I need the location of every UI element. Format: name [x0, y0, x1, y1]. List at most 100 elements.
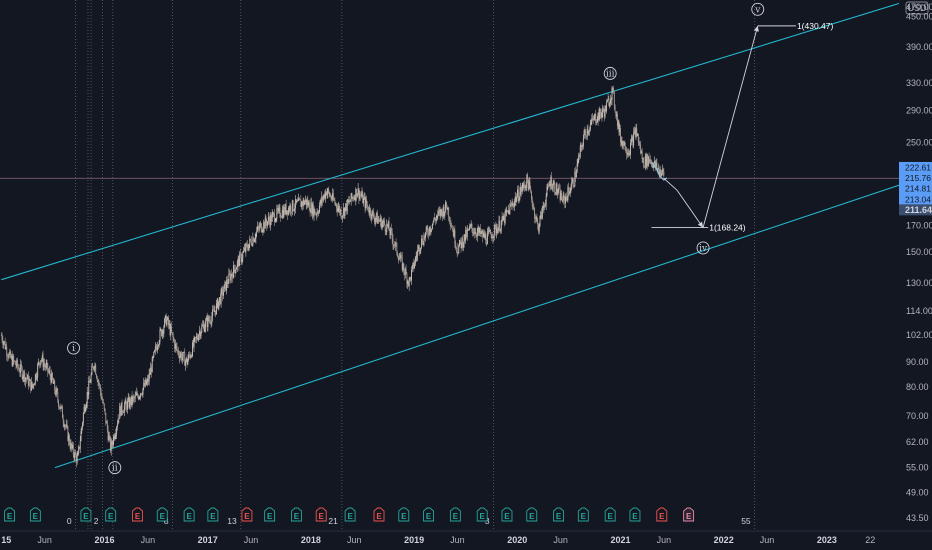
event-badge[interactable]: [183, 507, 195, 522]
price-tag[interactable]: [899, 172, 932, 184]
candle-body: [333, 199, 335, 201]
price-axis[interactable]: 470.00450.00390.00330.00290.00250.00190.…: [899, 0, 932, 550]
candle-body: [654, 160, 656, 167]
candle-body: [376, 212, 378, 219]
candle-body: [365, 199, 367, 208]
candle-body: [390, 228, 392, 235]
candle-body: [541, 206, 543, 219]
candle-body: [91, 366, 93, 375]
event-badge[interactable]: [291, 507, 302, 522]
candle-body: [432, 221, 434, 224]
candle-body: [27, 375, 29, 386]
candle-body: [149, 373, 151, 375]
event-badge[interactable]: [80, 507, 92, 522]
candle-body: [528, 181, 530, 190]
candle-body: [589, 124, 591, 130]
candle-body: [89, 380, 90, 383]
event-badge[interactable]: [577, 507, 589, 522]
time-tick-label: 15: [1, 535, 11, 545]
candle-body: [609, 103, 611, 106]
channel-upper-line[interactable]: [1, 2, 900, 281]
candle-body: [77, 453, 79, 456]
wave-projection[interactable]: [663, 25, 759, 228]
event-badge[interactable]: [315, 507, 327, 522]
candle-body: [230, 274, 232, 281]
candle-body: [444, 211, 446, 216]
candle-body: [647, 154, 649, 166]
candle-body: [464, 234, 466, 241]
candle-body: [401, 256, 403, 270]
candle-body: [394, 244, 395, 246]
price-tag[interactable]: [899, 183, 932, 195]
candle-body: [137, 395, 139, 400]
event-badge[interactable]: [501, 507, 513, 522]
candle-body: [236, 267, 238, 270]
channel-lines[interactable]: [1, 2, 900, 469]
event-badge[interactable]: [629, 507, 641, 522]
candle-body: [558, 188, 560, 193]
event-badge[interactable]: [423, 507, 434, 522]
candle-body: [175, 343, 176, 349]
candle-body: [566, 197, 568, 201]
event-badge[interactable]: [207, 507, 219, 522]
event-badge[interactable]: [29, 507, 41, 522]
candle-body: [151, 357, 153, 373]
projection-segment[interactable]: [676, 190, 704, 228]
event-badge[interactable]: [398, 507, 410, 522]
candle-body: [74, 451, 76, 459]
price-tag[interactable]: [899, 193, 932, 205]
candle-body: [480, 232, 482, 235]
event-badge-label: E: [504, 512, 510, 521]
candle-body: [267, 221, 269, 226]
candle-body: [65, 425, 66, 427]
candle-body: [270, 214, 272, 222]
candle-body: [308, 202, 310, 206]
candle-body: [240, 253, 242, 262]
projection-segment[interactable]: [702, 25, 759, 228]
candle-body: [47, 363, 49, 372]
candle-body: [22, 376, 24, 379]
wave-label-v: v: [754, 5, 761, 15]
candle-body: [517, 189, 519, 201]
projection-segment[interactable]: [663, 177, 678, 191]
candle-body: [231, 274, 233, 276]
candle-body: [158, 341, 160, 346]
time-axis[interactable]: 15 Jun 2016 Jun 2017 Jun 2018 Jun 2019 Jun 2020 Jun…: [0, 530, 932, 550]
candle-body: [435, 219, 436, 221]
event-badge[interactable]: [4, 507, 16, 522]
candle-body: [529, 181, 531, 189]
candle-body: [602, 108, 604, 113]
event-badge[interactable]: [683, 507, 695, 522]
candle-body: [220, 290, 222, 304]
event-badge[interactable]: [156, 507, 168, 522]
price-tag[interactable]: [899, 161, 932, 173]
current-price-tag[interactable]: [899, 204, 932, 216]
candle-body: [442, 211, 443, 217]
channel-lower-line[interactable]: [54, 184, 900, 469]
candle-body: [154, 346, 156, 351]
candle-body: [349, 201, 351, 202]
event-badge[interactable]: [105, 507, 117, 522]
event-badge[interactable]: [344, 507, 356, 522]
candle-body: [11, 355, 13, 366]
event-badge[interactable]: [241, 507, 253, 522]
candle-body: [287, 210, 289, 215]
candle-body: [439, 210, 441, 216]
event-badge[interactable]: [449, 507, 461, 522]
event-badge[interactable]: [264, 507, 276, 522]
candle-body: [299, 199, 301, 201]
event-badge[interactable]: [526, 507, 538, 522]
event-badge[interactable]: [604, 507, 616, 522]
currency-box[interactable]: [905, 1, 929, 15]
event-badge[interactable]: [553, 507, 565, 522]
candle-body: [458, 245, 460, 254]
candle-body: [388, 221, 390, 231]
event-badge[interactable]: [132, 507, 143, 522]
event-badge[interactable]: [373, 507, 385, 522]
candle-body: [302, 199, 304, 206]
event-badge[interactable]: [656, 507, 668, 522]
event-badge[interactable]: [476, 507, 488, 522]
